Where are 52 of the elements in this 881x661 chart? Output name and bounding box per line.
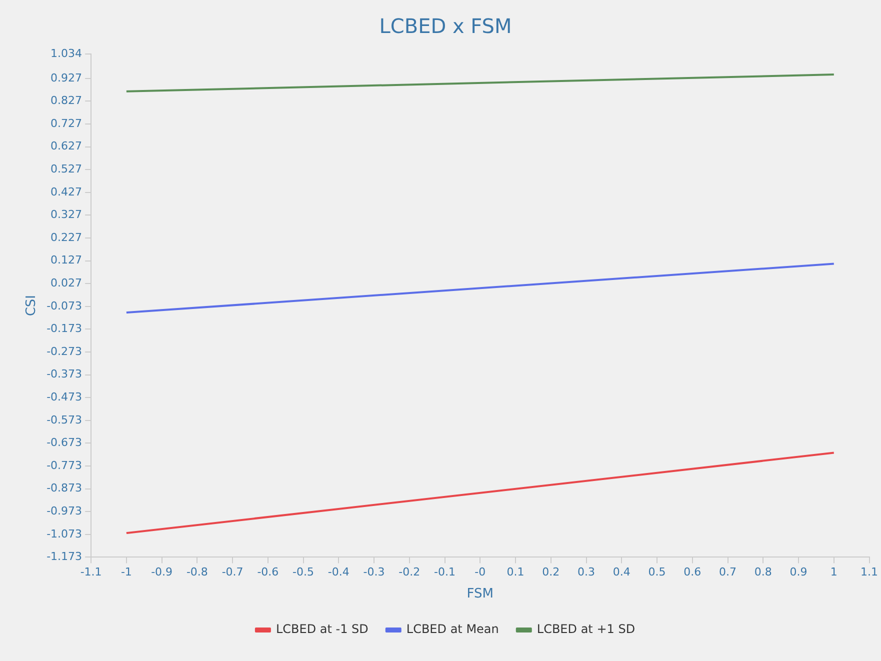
x-tick-label: 0.9 xyxy=(790,566,808,579)
x-tick-label: -0.3 xyxy=(363,566,385,579)
y-tick-label: -0.973 xyxy=(46,504,82,518)
x-tick-label: 0.1 xyxy=(506,566,524,579)
y-tick-label: 0.727 xyxy=(50,116,82,130)
y-tick-label: 1.034 xyxy=(50,46,82,60)
x-tick-label: -0.7 xyxy=(222,566,244,579)
y-tick-label: 0.027 xyxy=(50,276,82,290)
y-tick-label: 0.627 xyxy=(50,140,82,153)
y-tick-label: -1.073 xyxy=(46,527,82,540)
legend-label: LCBED at -1 SD xyxy=(276,622,368,636)
legend-label: LCBED at +1 SD xyxy=(536,622,636,636)
y-tick-label: -0.073 xyxy=(46,299,82,312)
x-tick-label: -0.5 xyxy=(292,566,314,579)
x-tick-label: 0.4 xyxy=(612,566,630,579)
y-tick-label: 0.127 xyxy=(50,254,82,267)
y-tick-label: 0.427 xyxy=(50,185,82,198)
x-tick-label: 0.6 xyxy=(684,566,702,579)
x-tick-label: 0.3 xyxy=(578,566,596,579)
x-tick-label: 1.1 xyxy=(860,566,878,579)
x-tick-label: 0.8 xyxy=(754,566,772,579)
y-tick-label: 0.927 xyxy=(50,71,82,84)
x-tick-label: -0.2 xyxy=(398,566,420,579)
y-tick-label: -0.173 xyxy=(46,322,82,336)
x-tick-label: -0.8 xyxy=(186,566,208,579)
y-tick-label: -1.173 xyxy=(46,550,82,564)
x-tick-label: -0 xyxy=(474,566,486,579)
x-tick-label: -0.4 xyxy=(328,566,350,579)
x-tick-label: -0.9 xyxy=(151,566,173,579)
y-tick-label: -0.573 xyxy=(46,413,82,426)
y-tick-label: -0.673 xyxy=(46,436,82,450)
x-tick-label: 0.5 xyxy=(648,566,666,579)
x-tick-label: -1 xyxy=(120,566,132,579)
x-tick-label: 1 xyxy=(830,566,838,579)
x-tick-label: 0.2 xyxy=(542,566,560,579)
x-tick-label: 0.7 xyxy=(719,566,737,579)
y-tick-label: 0.827 xyxy=(50,94,82,108)
x-tick-label: -0.6 xyxy=(257,566,279,579)
y-tick-label: 0.327 xyxy=(50,208,82,222)
y-tick-label: 0.527 xyxy=(50,162,82,176)
y-tick-label: 0.227 xyxy=(50,230,82,244)
legend-label: LCBED at Mean xyxy=(406,622,499,636)
y-tick-label: -0.773 xyxy=(46,458,82,472)
y-tick-label: -0.273 xyxy=(46,344,82,358)
y-tick-label: -0.373 xyxy=(46,368,82,381)
x-axis-title: FSM xyxy=(466,586,494,602)
y-tick-label: -0.873 xyxy=(46,482,82,495)
chart-title: LCBED x FSM xyxy=(379,14,512,38)
x-tick-label: -0.1 xyxy=(434,566,456,579)
y-axis-title: CSI xyxy=(24,295,40,316)
y-tick-label: -0.473 xyxy=(46,390,82,404)
x-tick-label: -1.1 xyxy=(80,566,102,579)
